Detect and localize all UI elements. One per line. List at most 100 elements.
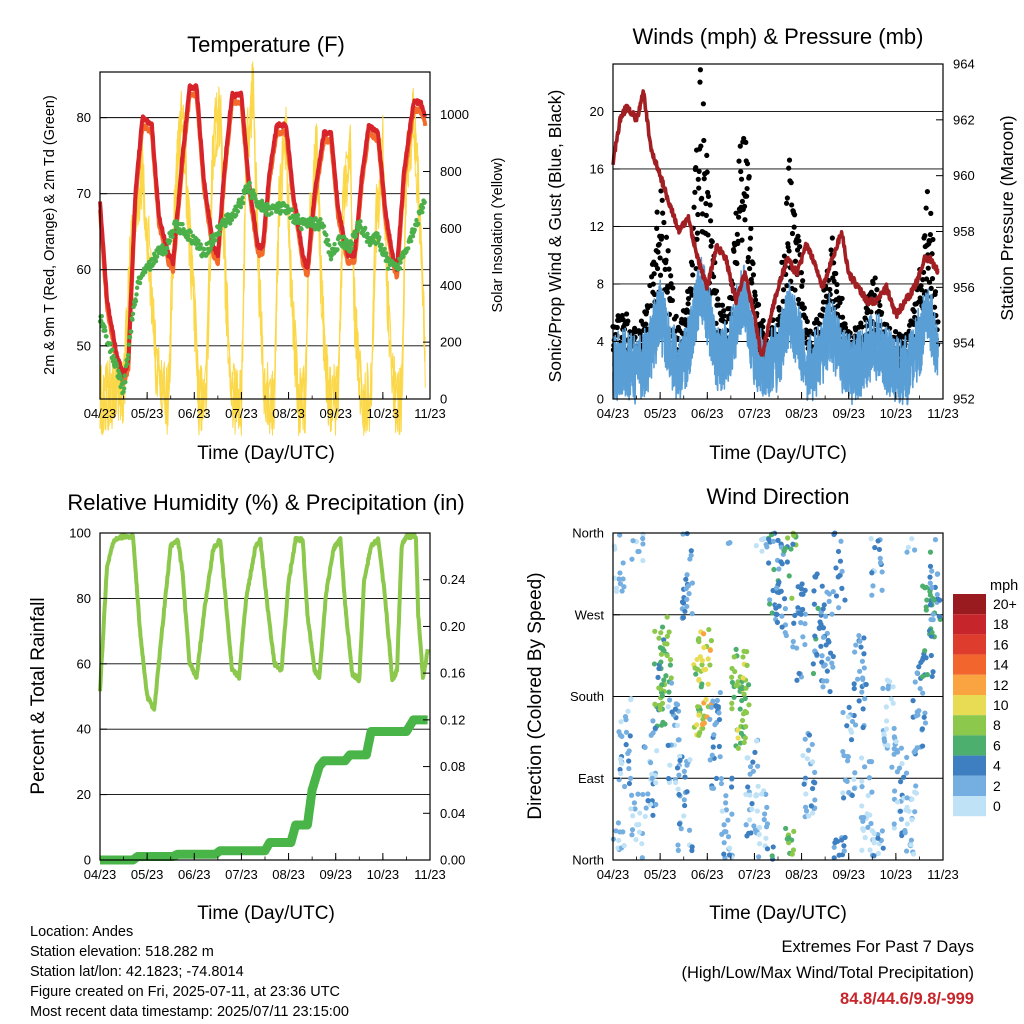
direction-point [861, 651, 867, 657]
direction-point [879, 569, 885, 575]
direction-point [693, 671, 699, 677]
direction-point [652, 628, 658, 634]
direction-point [689, 611, 695, 617]
dewpoint-point [125, 356, 130, 362]
dewpoint-point [202, 246, 207, 252]
temperature-y2tick-label: 1000 [440, 107, 469, 122]
direction-point [652, 725, 658, 731]
direction-point [922, 710, 928, 716]
direction-point [667, 662, 673, 668]
gust-point [932, 289, 939, 295]
gust-point [874, 287, 880, 293]
direction-point [849, 718, 856, 725]
direction-point [860, 706, 866, 712]
gust-point [731, 248, 737, 254]
colorbar-unit: mph [990, 578, 1018, 594]
direction-point [927, 588, 933, 595]
direction-point [861, 665, 867, 671]
station-location: Location: Andes [30, 924, 134, 940]
direction-point [745, 682, 752, 688]
direction-ytick-label: East [578, 771, 604, 786]
gust-point [697, 79, 703, 85]
direction-point [834, 838, 841, 845]
dewpoint-point [295, 212, 301, 218]
direction-point [923, 655, 929, 661]
gust-point [927, 231, 933, 238]
direction-ylabel: Direction (Colored By Speed) [525, 572, 546, 819]
direction-point [756, 854, 762, 860]
dewpoint-point [121, 386, 127, 391]
direction-point [841, 843, 847, 849]
direction-point [810, 670, 817, 677]
dewpoint-point [164, 246, 170, 251]
dewpoint-point [124, 361, 130, 367]
direction-point [829, 611, 835, 617]
direction-point [771, 566, 777, 573]
gust-point [738, 168, 744, 175]
direction-point [763, 835, 769, 841]
direction-point [635, 791, 641, 797]
dewpoint-point [358, 219, 363, 224]
direction-point [743, 791, 749, 797]
direction-point [851, 685, 857, 692]
direction-point [798, 620, 804, 626]
direction-point [830, 588, 836, 595]
dewpoint-point [353, 233, 358, 239]
gust-point [715, 296, 721, 302]
dewpoint-point [102, 325, 107, 330]
direction-point [661, 677, 667, 683]
direction-point [708, 704, 715, 710]
direction-point [863, 681, 869, 688]
direction-point [898, 779, 904, 785]
gust-point [707, 218, 714, 224]
direction-point [922, 648, 928, 654]
direction-point [763, 791, 769, 797]
direction-point [770, 844, 776, 850]
station-latlon: Station lat/lon: 42.1823; -74.8014 [30, 964, 244, 980]
dewpoint-point [246, 185, 252, 190]
direction-point [639, 855, 645, 861]
gust-point [620, 316, 626, 323]
direction-point [779, 624, 785, 630]
direction-point [845, 714, 852, 720]
direction-point [747, 764, 754, 770]
temperature-xtick-label: 06/23 [178, 406, 211, 421]
direction-point [811, 601, 818, 607]
gust-point [922, 233, 928, 239]
direction-point [700, 725, 706, 731]
colorbar-label: 2 [993, 778, 1001, 794]
gust-point [696, 168, 702, 174]
direction-point [891, 725, 897, 732]
direction-point [615, 820, 622, 826]
dewpoint-point [111, 353, 116, 359]
direction-point [859, 689, 865, 695]
gust-point [789, 202, 795, 208]
direction-point [862, 835, 868, 841]
humidity-xtick-label: 04/23 [84, 867, 117, 882]
direction-point [840, 790, 846, 796]
direction-point [636, 821, 642, 828]
gust-point [859, 324, 865, 330]
gust-point [780, 298, 786, 304]
winds-ytick-label: 0 [597, 392, 604, 407]
direction-point [710, 698, 716, 704]
direction-point [743, 723, 749, 730]
direction-point [848, 729, 855, 735]
direction-point [812, 769, 818, 775]
gust-point [745, 254, 751, 261]
gust-point [789, 230, 796, 237]
direction-point [927, 563, 934, 569]
dewpoint-point [154, 254, 160, 259]
direction-point [744, 662, 750, 668]
gust-point [871, 292, 877, 298]
winds-y2tick-label: 956 [953, 280, 975, 295]
colorbar-swatch [953, 796, 986, 817]
direction-point [861, 814, 867, 821]
direction-point [769, 853, 775, 859]
gust-point [786, 165, 792, 171]
direction-point [629, 827, 636, 833]
humidity-y2tick-label: 0.08 [440, 759, 465, 774]
winds-xtick-label: 07/23 [738, 406, 771, 421]
direction-point [741, 691, 747, 697]
